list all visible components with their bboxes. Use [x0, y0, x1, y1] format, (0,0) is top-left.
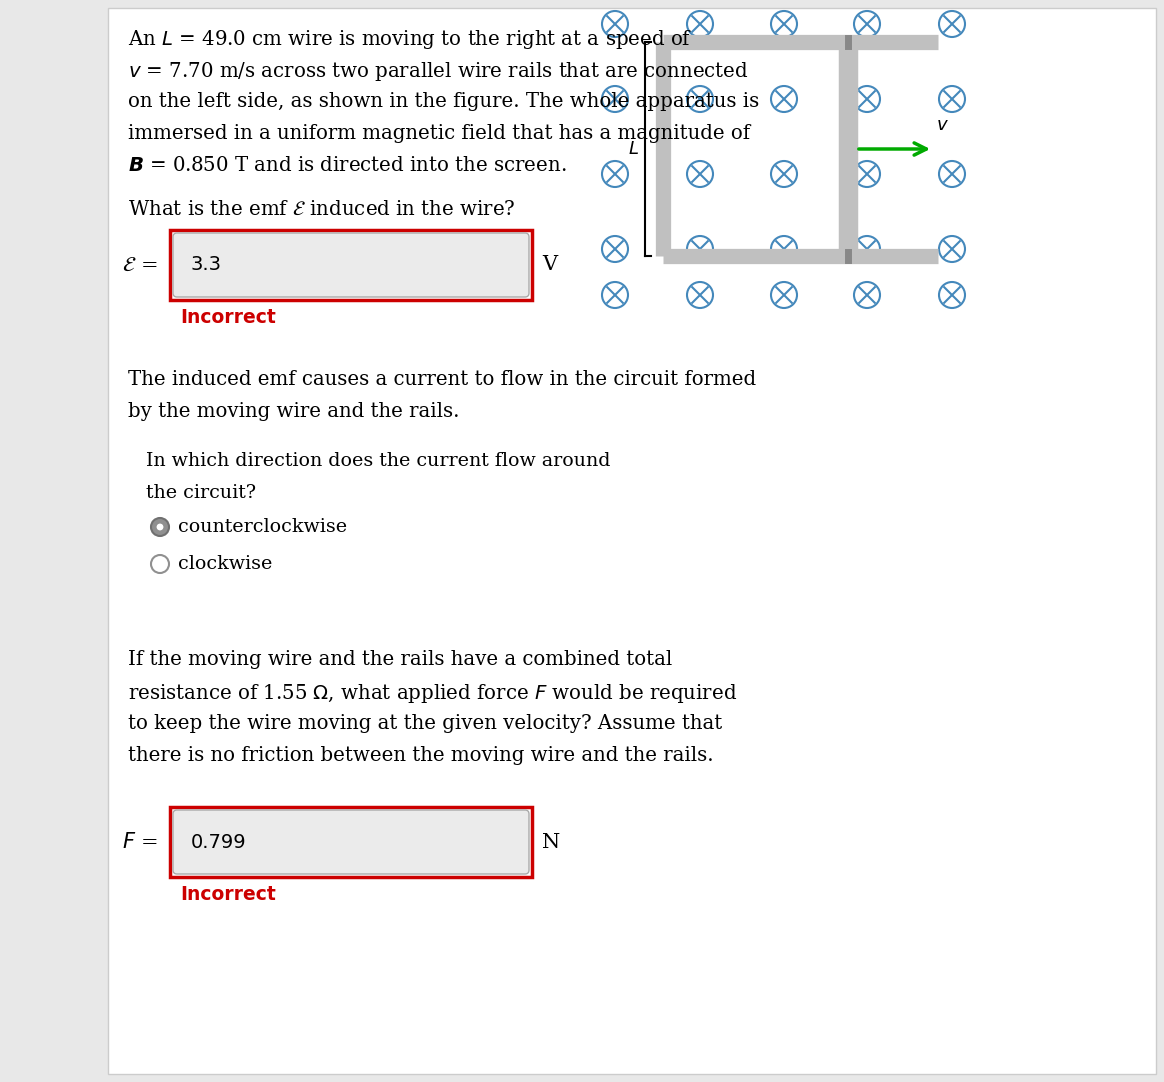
FancyBboxPatch shape	[173, 233, 528, 296]
Text: $F$ =: $F$ =	[122, 832, 158, 852]
Text: In which direction does the current flow around: In which direction does the current flow…	[146, 452, 610, 470]
Text: An $L$ = 49.0 cm wire is moving to the right at a speed of: An $L$ = 49.0 cm wire is moving to the r…	[128, 28, 693, 51]
Text: Incorrect: Incorrect	[180, 885, 276, 903]
FancyBboxPatch shape	[170, 807, 532, 878]
Text: on the left side, as shown in the figure. The whole apparatus is: on the left side, as shown in the figure…	[128, 92, 759, 111]
Text: resistance of 1.55 $\Omega$, what applied force $F$ would be required: resistance of 1.55 $\Omega$, what applie…	[128, 682, 737, 705]
Text: V: V	[542, 255, 558, 275]
Text: clockwise: clockwise	[178, 555, 272, 573]
FancyBboxPatch shape	[108, 8, 1156, 1074]
Text: 0.799: 0.799	[191, 832, 247, 852]
Text: $v$: $v$	[936, 116, 949, 134]
Text: Incorrect: Incorrect	[180, 308, 276, 327]
Text: there is no friction between the moving wire and the rails.: there is no friction between the moving …	[128, 745, 714, 765]
Text: $\boldsymbol{B}$ = 0.850 T and is directed into the screen.: $\boldsymbol{B}$ = 0.850 T and is direct…	[128, 156, 567, 175]
Circle shape	[157, 524, 163, 530]
Text: 3.3: 3.3	[191, 255, 222, 275]
Text: counterclockwise: counterclockwise	[178, 518, 347, 536]
Text: immersed in a uniform magnetic field that has a magnitude of: immersed in a uniform magnetic field tha…	[128, 124, 750, 143]
Text: the circuit?: the circuit?	[146, 484, 256, 502]
Text: N: N	[542, 832, 560, 852]
Text: The induced emf causes a current to flow in the circuit formed: The induced emf causes a current to flow…	[128, 370, 757, 390]
Text: If the moving wire and the rails have a combined total: If the moving wire and the rails have a …	[128, 650, 673, 669]
FancyBboxPatch shape	[173, 810, 528, 874]
Text: $\mathcal{E}$ =: $\mathcal{E}$ =	[122, 255, 158, 275]
FancyBboxPatch shape	[170, 230, 532, 300]
Text: $L$: $L$	[627, 140, 639, 158]
Text: by the moving wire and the rails.: by the moving wire and the rails.	[128, 403, 460, 421]
Circle shape	[151, 518, 169, 536]
Text: What is the emf $\mathcal{E}$ induced in the wire?: What is the emf $\mathcal{E}$ induced in…	[128, 200, 516, 219]
Text: to keep the wire moving at the given velocity? Assume that: to keep the wire moving at the given vel…	[128, 714, 722, 733]
Text: $v$ = 7.70 m/s across two parallel wire rails that are connected: $v$ = 7.70 m/s across two parallel wire …	[128, 60, 748, 83]
